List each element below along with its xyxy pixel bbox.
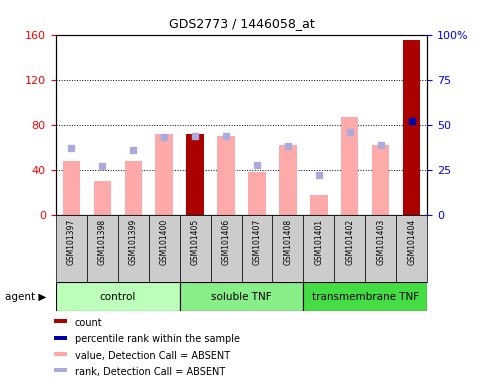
Text: GSM101407: GSM101407	[253, 218, 261, 265]
Bar	[125, 161, 142, 215]
Text: GSM101399: GSM101399	[128, 218, 138, 265]
Text: rank, Detection Call = ABSENT: rank, Detection Call = ABSENT	[74, 367, 225, 377]
Text: GSM101405: GSM101405	[190, 218, 199, 265]
Bar	[156, 134, 172, 215]
Text: GSM101404: GSM101404	[408, 218, 416, 265]
FancyBboxPatch shape	[272, 215, 303, 282]
FancyBboxPatch shape	[117, 215, 149, 282]
FancyBboxPatch shape	[56, 215, 86, 282]
Text: GSM101401: GSM101401	[314, 218, 324, 265]
Bar	[54, 319, 67, 323]
Text: GSM101397: GSM101397	[67, 218, 75, 265]
Text: GDS2773 / 1446058_at: GDS2773 / 1446058_at	[169, 17, 314, 30]
Text: transmembrane TNF: transmembrane TNF	[312, 291, 419, 302]
FancyBboxPatch shape	[303, 282, 427, 311]
Bar	[186, 134, 203, 215]
Bar	[54, 352, 67, 356]
Text: GSM101398: GSM101398	[98, 218, 107, 265]
Bar	[372, 145, 389, 215]
Bar	[311, 195, 327, 215]
FancyBboxPatch shape	[56, 282, 180, 311]
FancyBboxPatch shape	[366, 215, 397, 282]
FancyBboxPatch shape	[303, 215, 334, 282]
Text: GSM101406: GSM101406	[222, 218, 230, 265]
Bar	[403, 40, 421, 215]
FancyBboxPatch shape	[180, 282, 303, 311]
FancyBboxPatch shape	[334, 215, 366, 282]
FancyBboxPatch shape	[86, 215, 117, 282]
Bar	[217, 136, 235, 215]
Bar	[280, 145, 297, 215]
FancyBboxPatch shape	[180, 215, 211, 282]
Text: GSM101408: GSM101408	[284, 218, 293, 265]
Text: soluble TNF: soluble TNF	[211, 291, 272, 302]
Bar	[54, 336, 67, 339]
Text: count: count	[74, 318, 102, 328]
Text: GSM101402: GSM101402	[345, 218, 355, 265]
FancyBboxPatch shape	[397, 215, 427, 282]
FancyBboxPatch shape	[211, 215, 242, 282]
Text: percentile rank within the sample: percentile rank within the sample	[74, 334, 240, 344]
FancyBboxPatch shape	[242, 215, 272, 282]
Bar	[54, 368, 67, 372]
Text: value, Detection Call = ABSENT: value, Detection Call = ABSENT	[74, 351, 229, 361]
FancyBboxPatch shape	[149, 215, 180, 282]
Text: GSM101400: GSM101400	[159, 218, 169, 265]
Text: GSM101403: GSM101403	[376, 218, 385, 265]
Bar	[248, 172, 266, 215]
Bar	[341, 117, 358, 215]
Bar	[62, 161, 80, 215]
Text: agent ▶: agent ▶	[5, 291, 46, 302]
Text: control: control	[99, 291, 136, 302]
Bar	[94, 181, 111, 215]
